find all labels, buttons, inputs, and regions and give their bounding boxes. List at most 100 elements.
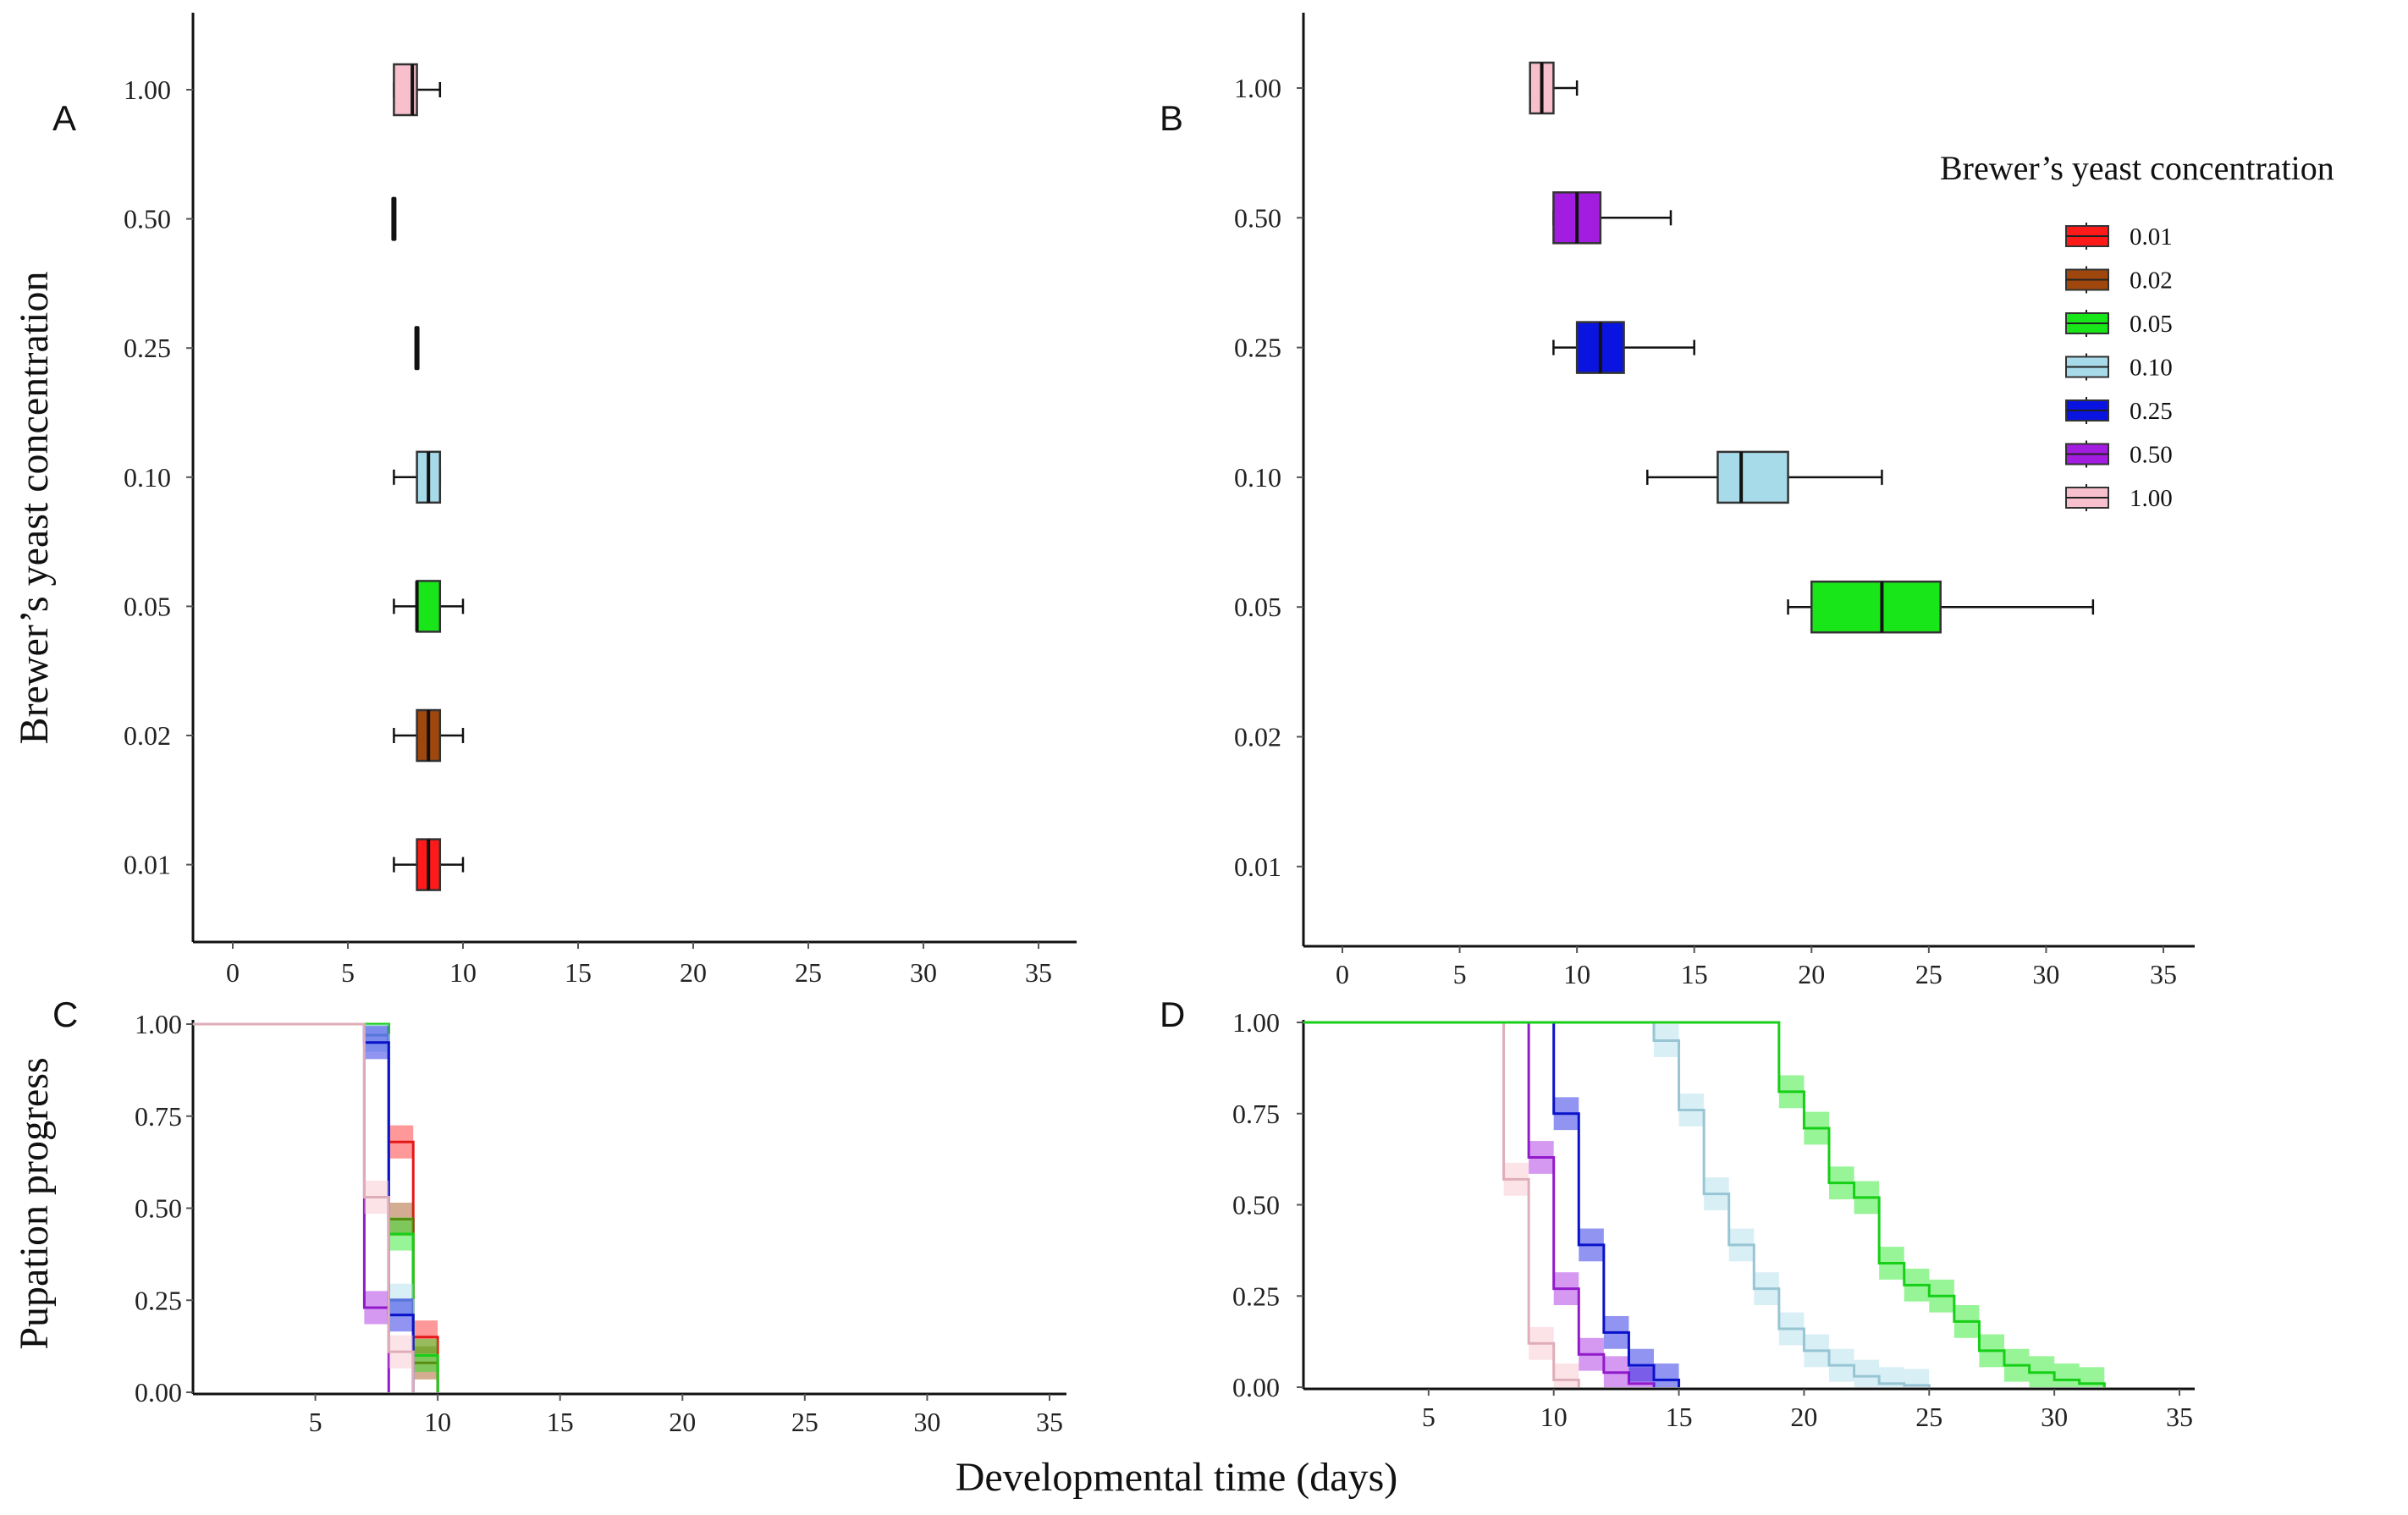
x-tick-label-d: 35: [2166, 1402, 2193, 1432]
y-tick-label-d: 0.25: [1232, 1281, 1280, 1311]
y-tick-label-c: 0.50: [135, 1193, 182, 1224]
confidence-band: [1553, 1363, 1579, 1387]
x-tick-label-b: 15: [1681, 959, 1708, 989]
box-iqr: [416, 580, 442, 633]
y-tick-label-b: 0.02: [1234, 722, 1281, 752]
box-b-1.00: [1529, 61, 1579, 115]
box-a-0.50: [391, 196, 397, 241]
x-tick-label-b: 20: [1798, 959, 1825, 989]
x-tick-label-a: 15: [565, 957, 592, 988]
x-tick-label-d: 30: [2041, 1402, 2068, 1432]
x-tick-label-c: 20: [669, 1407, 696, 1437]
legend-label: 0.05: [2130, 311, 2173, 338]
legend-label: 0.10: [2130, 355, 2173, 382]
legend-item-0.01: 0.01: [2065, 223, 2173, 251]
x-tick-label-b: 30: [2032, 959, 2059, 989]
x-tick-label-b: 0: [1336, 959, 1349, 989]
x-tick-label-a: 35: [1025, 957, 1052, 988]
x-tick-label-d: 5: [1422, 1402, 1435, 1432]
box-a-0.25: [414, 326, 420, 371]
panel-a-boxplot: 1.00 0.50 0.25 0.10 0.05 0.02 0.01 0 5 10 15 20 25 30…: [124, 13, 1077, 988]
panel-label-a: A: [52, 98, 76, 138]
legend-label: 1.00: [2130, 485, 2173, 512]
series-d-0.50: [1303, 1021, 1656, 1387]
box-b-0.05: [1787, 580, 2095, 634]
step-line-0.50: [1303, 1021, 1656, 1387]
x-tick-label-a: 0: [226, 957, 240, 988]
series-d-0.10: [1303, 1021, 1931, 1387]
y-tick-label-a: 0.50: [124, 204, 171, 234]
y-axis-title-top: Brewer’s yeast concentration: [12, 272, 57, 745]
y-tick-label-c: 0.25: [135, 1285, 182, 1315]
box-iqr: [1810, 580, 1942, 634]
confidence-band: [1854, 1359, 1880, 1387]
y-tick-label-b: 0.25: [1234, 333, 1281, 363]
confidence-band: [1628, 1367, 1654, 1387]
step-line-1.00: [193, 1022, 415, 1392]
legend-item-0.10: 0.10: [2065, 353, 2173, 382]
x-axis-title: Developmental time (days): [956, 1455, 1398, 1500]
y-tick-label-d: 0.50: [1232, 1190, 1280, 1220]
box-degenerate: [414, 326, 420, 371]
y-tick-label-a: 0.01: [124, 850, 171, 880]
panel-label-c: C: [52, 994, 78, 1034]
confidence-band: [364, 1024, 389, 1052]
legend: Brewer’s yeast concentration 0.01 0.02 0.0…: [1940, 149, 2334, 512]
legend-item-0.25: 0.25: [2065, 397, 2173, 425]
step-line-0.05: [1303, 1021, 2106, 1387]
y-tick-label-d: 1.00: [1232, 1007, 1280, 1038]
x-tick-label-a: 30: [910, 957, 937, 988]
legend-title: Brewer’s yeast concentration: [1940, 149, 2334, 187]
x-tick-label-a: 20: [680, 957, 707, 988]
y-tick-label-d: 0.75: [1232, 1099, 1280, 1129]
panel-label-d: D: [1160, 994, 1185, 1034]
box-degenerate: [391, 196, 397, 241]
box-iqr: [1716, 450, 1789, 504]
x-tick-label-b: 10: [1563, 959, 1590, 989]
x-tick-label-d: 25: [1915, 1402, 1942, 1432]
x-tick-label-c: 15: [547, 1407, 574, 1437]
box-a-0.10: [393, 450, 442, 504]
series-c-0.50: [193, 1022, 390, 1392]
legend-label: 0.25: [2130, 398, 2173, 425]
x-tick-label-c: 5: [309, 1407, 322, 1437]
series-c-0.05: [193, 1022, 439, 1392]
confidence-band: [2054, 1363, 2080, 1387]
x-tick-label-c: 30: [913, 1407, 940, 1437]
x-tick-label-d: 20: [1790, 1402, 1817, 1432]
legend-item-0.02: 0.02: [2065, 266, 2173, 295]
confidence-band: [1904, 1369, 1930, 1387]
step-line-0.25: [1303, 1021, 1681, 1387]
box-b-0.50: [1552, 191, 1672, 245]
y-tick-label-c: 0.75: [135, 1101, 182, 1132]
confidence-band: [1879, 1367, 1904, 1387]
x-tick-label-a: 5: [341, 957, 355, 988]
x-tick-label-b: 5: [1453, 959, 1467, 989]
x-tick-label-b: 25: [1915, 959, 1942, 989]
y-axis-title-bottom: Pupation progress: [12, 1057, 57, 1349]
legend-item-1.00: 1.00: [2065, 484, 2173, 512]
step-line-0.50: [193, 1022, 390, 1392]
legend-label: 0.02: [2130, 267, 2173, 295]
legend-label: 0.01: [2130, 223, 2173, 251]
series-d-1.00: [1303, 1021, 1580, 1387]
x-tick-label-a: 10: [449, 957, 477, 988]
y-tick-label-c: 1.00: [135, 1009, 182, 1039]
box-b-0.25: [1552, 321, 1695, 374]
step-line-1.00: [1303, 1021, 1580, 1387]
y-tick-label-b: 0.05: [1234, 592, 1281, 622]
step-line-0.05: [193, 1022, 439, 1392]
y-tick-label-c: 0.00: [135, 1377, 182, 1408]
y-tick-label-b: 0.10: [1234, 462, 1281, 493]
box-b-0.10: [1646, 450, 1883, 504]
y-tick-label-a: 0.02: [124, 720, 171, 751]
legend-item-0.05: 0.05: [2065, 310, 2173, 338]
panel-d-step-curves: 0.00 0.25 0.50 0.75 1.00 5 10 15 20 25 30 35: [1232, 1007, 2195, 1432]
box-a-1.00: [393, 63, 442, 117]
y-tick-label-d: 0.00: [1232, 1372, 1280, 1402]
panel-c-step-curves: 0.00 0.25 0.50 0.75 1.00 5 10 15 20 25 30 35: [135, 1009, 1066, 1437]
x-tick-label-a: 25: [795, 957, 822, 988]
y-tick-label-b: 0.50: [1234, 202, 1281, 233]
x-tick-label-d: 15: [1666, 1402, 1693, 1432]
